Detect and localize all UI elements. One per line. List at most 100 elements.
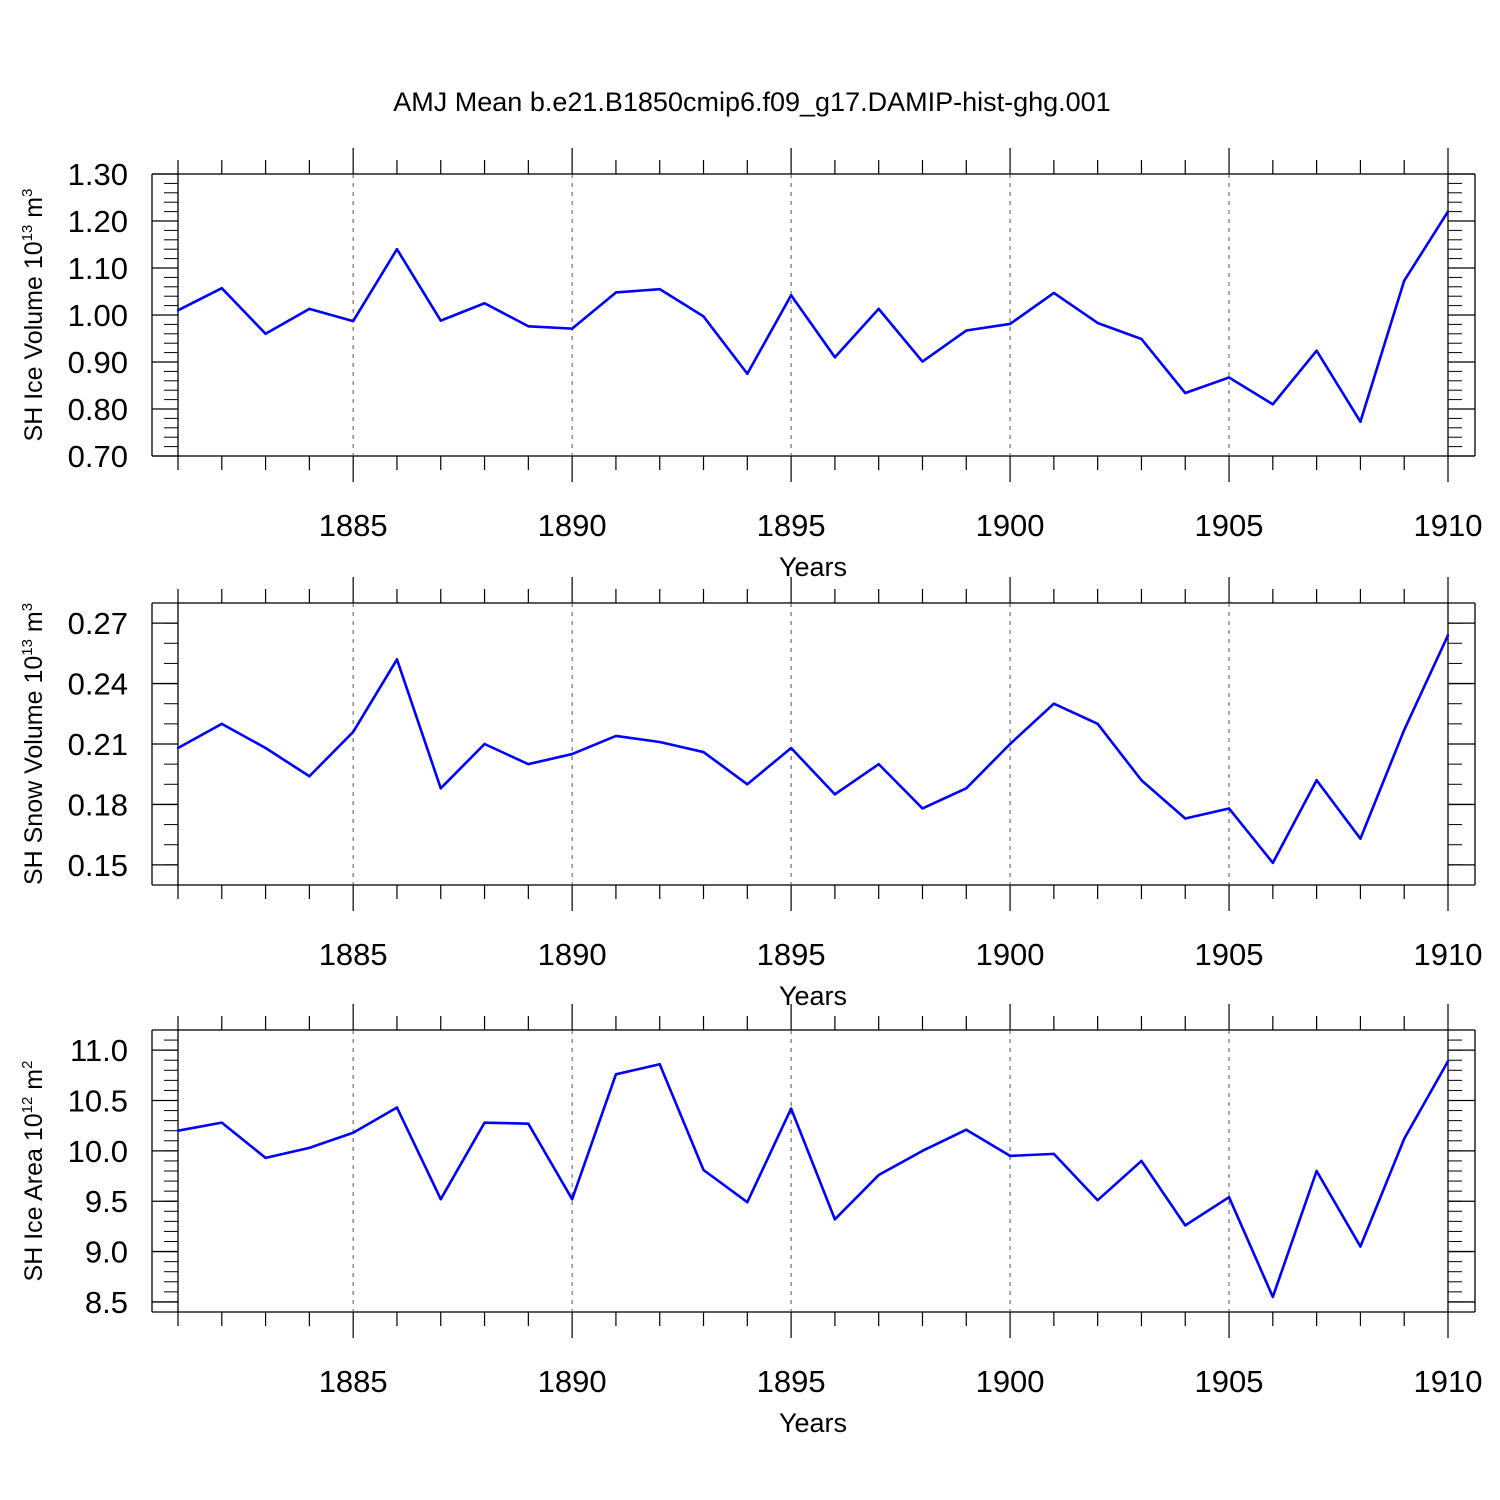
data-point <box>1315 349 1318 352</box>
y-tick-label: 9.5 <box>85 1184 128 1219</box>
data-point <box>877 307 880 311</box>
data-point <box>1052 1152 1056 1156</box>
x-tick-label: 1895 <box>757 1364 826 1399</box>
data-point <box>1227 376 1231 379</box>
data-point <box>176 746 180 750</box>
data-point <box>176 1129 180 1132</box>
x-tick-label: 1895 <box>757 937 826 972</box>
data-point <box>1184 1224 1187 1227</box>
data-point <box>395 1106 399 1109</box>
data-point <box>1359 420 1362 423</box>
data-point <box>220 287 223 290</box>
data-point <box>570 752 574 756</box>
data-point <box>527 762 530 766</box>
data-point <box>965 329 968 332</box>
y-tick-label: 0.21 <box>68 727 128 762</box>
data-point <box>1008 1154 1012 1158</box>
data-point <box>702 315 705 318</box>
data-point <box>1271 1295 1275 1299</box>
data-point <box>351 1131 355 1134</box>
data-point <box>702 750 705 754</box>
data-point <box>1271 403 1275 406</box>
data-point <box>1052 291 1056 295</box>
data-point <box>789 294 793 297</box>
data-point <box>527 1122 530 1125</box>
data-point <box>746 783 749 786</box>
data-point <box>1008 742 1012 746</box>
data-point <box>965 787 968 790</box>
data-point <box>395 248 399 251</box>
data-point <box>483 742 486 746</box>
y-axis-label: SH Snow Volume 1013 m3 <box>19 603 48 885</box>
data-point <box>220 1121 223 1124</box>
data-point <box>1446 210 1450 213</box>
series-line <box>177 1060 1450 1299</box>
data-point <box>1315 1169 1318 1173</box>
y-tick-label: 0.80 <box>68 392 128 427</box>
x-tick-label: 1910 <box>1414 1364 1483 1399</box>
data-point <box>965 1128 968 1131</box>
y-tick-label: 1.20 <box>68 204 128 239</box>
data-point <box>570 1198 574 1201</box>
data-point <box>658 287 661 291</box>
data-point <box>395 658 399 661</box>
data-point <box>308 775 311 778</box>
x-tick-label: 1910 <box>1414 508 1483 543</box>
y-tick-label: 0.18 <box>68 787 128 822</box>
data-point <box>1359 1245 1362 1248</box>
x-tick-label: 1895 <box>757 508 826 543</box>
y-tick-label: 1.10 <box>68 251 128 286</box>
x-tick-label: 1905 <box>1195 1364 1264 1399</box>
panel-1: 1885 1890 1895 1900 1905 1910 Years 0.70 0.80 0.9… <box>19 148 1482 582</box>
data-point <box>1140 779 1143 782</box>
chart-title: AMJ Mean b.e21.B1850cmip6.f09_g17.DAMIP-… <box>393 87 1110 117</box>
data-point <box>746 372 749 375</box>
x-tick-label: 1900 <box>976 1364 1045 1399</box>
data-point <box>614 734 618 738</box>
data-point <box>1096 722 1099 726</box>
x-tick-label: 1885 <box>319 937 388 972</box>
data-point <box>1140 1159 1143 1163</box>
data-point <box>264 1156 267 1160</box>
data-point <box>1227 1195 1231 1199</box>
y-tick-label: 0.24 <box>68 667 128 702</box>
data-point <box>1184 391 1187 395</box>
data-point <box>1403 1137 1406 1140</box>
data-point <box>1315 779 1318 782</box>
data-point <box>570 327 574 330</box>
data-point <box>483 302 486 305</box>
y-axis-label: SH Ice Volume 1013 m3 <box>19 189 48 442</box>
data-point <box>1227 807 1231 810</box>
y-tick-label: 11.0 <box>70 1033 128 1068</box>
series-line <box>177 634 1450 865</box>
x-tick-label: 1890 <box>538 1364 607 1399</box>
x-axis-label: Years <box>779 552 847 582</box>
data-point <box>264 746 267 750</box>
data-point <box>1052 702 1056 705</box>
x-tick-label: 1885 <box>319 508 388 543</box>
data-point <box>877 1173 880 1177</box>
data-point <box>351 730 355 734</box>
data-point <box>351 319 355 323</box>
x-tick-label: 1885 <box>319 1364 388 1399</box>
data-point <box>614 1073 618 1076</box>
data-point <box>1403 728 1406 732</box>
data-point <box>1446 634 1450 637</box>
y-tick-label: 10.5 <box>68 1084 128 1119</box>
y-tick-label: 1.30 <box>68 157 128 192</box>
data-point <box>833 793 837 796</box>
y-tick-label: 10.0 <box>68 1134 128 1169</box>
data-point <box>789 746 793 750</box>
x-tick-label: 1890 <box>538 508 607 543</box>
data-point <box>1446 1060 1450 1063</box>
data-point <box>702 1168 705 1172</box>
x-axis-label: Years <box>779 1408 847 1438</box>
x-tick-label: 1905 <box>1195 937 1264 972</box>
x-tick-label: 1910 <box>1414 937 1483 972</box>
data-point <box>746 1201 749 1204</box>
data-point <box>308 307 311 311</box>
data-point <box>1271 861 1275 865</box>
x-tick-label: 1905 <box>1195 508 1264 543</box>
data-point <box>789 1107 793 1110</box>
